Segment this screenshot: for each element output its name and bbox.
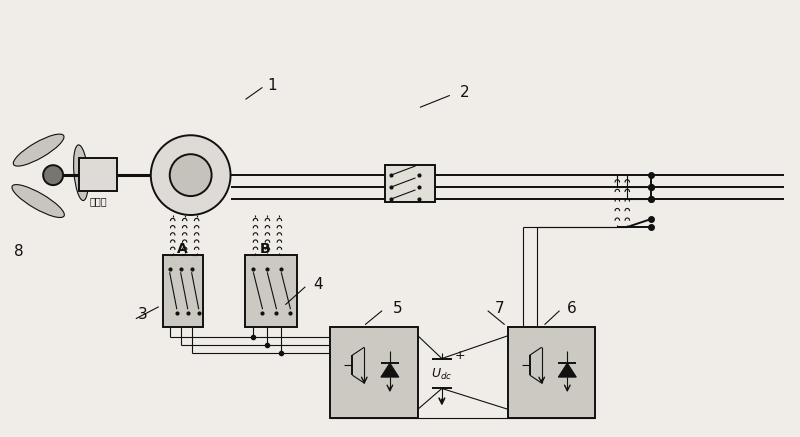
Bar — [79, 158, 117, 191]
Text: B: B — [260, 242, 270, 256]
Circle shape — [170, 154, 212, 196]
Polygon shape — [558, 363, 576, 377]
Text: 8: 8 — [14, 244, 24, 260]
Bar — [330, 326, 418, 418]
Text: 5: 5 — [393, 301, 403, 316]
Text: 齿轮筱: 齿轮筱 — [89, 196, 106, 206]
Bar — [385, 165, 435, 202]
Text: 4: 4 — [314, 277, 323, 292]
Text: +: + — [455, 349, 466, 362]
Bar — [246, 255, 298, 326]
Text: $U_{dc}$: $U_{dc}$ — [431, 367, 453, 382]
Circle shape — [150, 135, 230, 215]
Ellipse shape — [74, 145, 88, 201]
Circle shape — [43, 165, 63, 185]
Ellipse shape — [12, 184, 64, 218]
Bar — [162, 255, 202, 326]
Polygon shape — [381, 363, 399, 377]
Text: 2: 2 — [460, 85, 470, 100]
Text: 1: 1 — [267, 78, 278, 93]
Text: 6: 6 — [566, 301, 576, 316]
Text: 3: 3 — [138, 307, 148, 322]
Bar — [508, 326, 595, 418]
Ellipse shape — [14, 134, 64, 166]
Text: A: A — [178, 242, 188, 256]
Text: 7: 7 — [495, 301, 505, 316]
